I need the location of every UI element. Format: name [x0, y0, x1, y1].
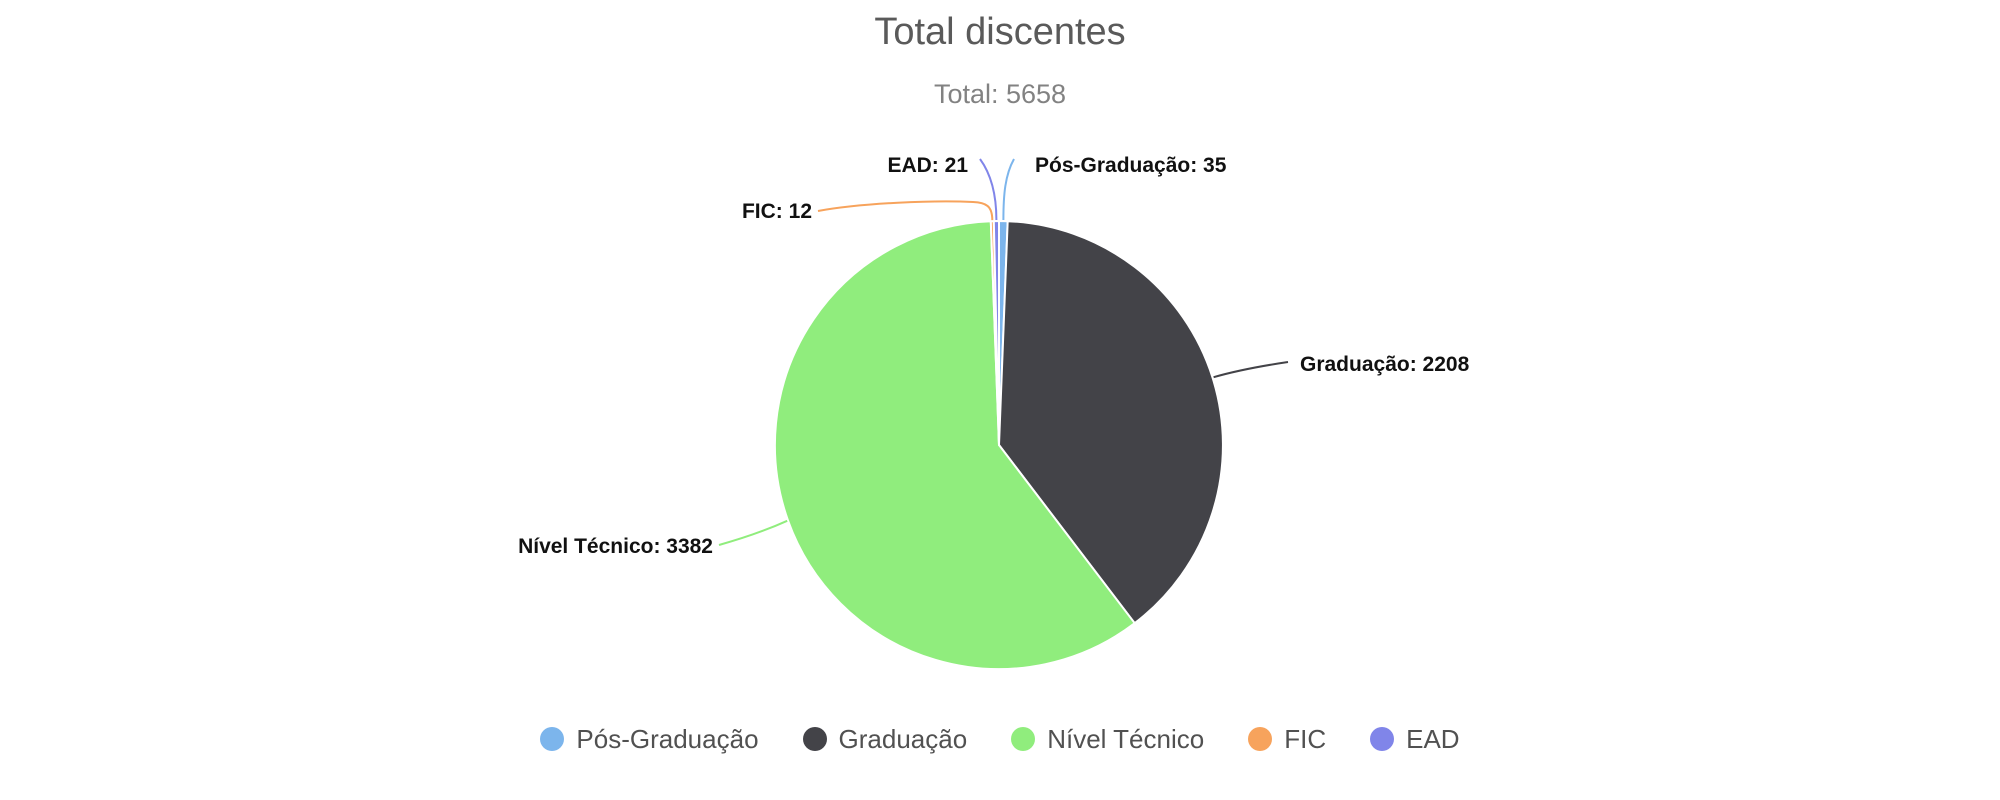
label-connector-1 — [1213, 361, 1289, 379]
data-label-4: EAD: 21 — [887, 154, 968, 177]
legend-item-1[interactable]: Graduação — [802, 723, 968, 755]
legend: Pós-Graduação Graduação Nível Técnico FIC EA… — [0, 720, 2000, 758]
data-label-3: FIC: 12 — [742, 200, 812, 223]
label-connector-3 — [817, 200, 994, 221]
chart-subtitle: Total: 5658 — [933, 79, 1067, 109]
data-label-2: Nível Técnico: 3382 — [518, 535, 713, 558]
data-label-1: Graduação: 2208 — [1300, 353, 1470, 376]
legend-marker-icon — [1370, 727, 1395, 751]
legend-item-label: Pós-Graduação — [576, 723, 759, 754]
pie-slice-1[interactable] — [998, 220, 1224, 625]
pie-slice-2[interactable] — [773, 220, 1136, 671]
legend-item-2[interactable]: Nível Técnico — [1011, 724, 1204, 755]
legend-item-label: Graduação — [838, 723, 968, 754]
label-connector-4 — [979, 158, 998, 221]
chart-title: Total discentes — [874, 11, 1126, 53]
pie-slice-4[interactable] — [992, 220, 1000, 446]
data-label-0: Pós-Graduação: 35 — [1035, 154, 1227, 177]
label-connector-2 — [718, 519, 788, 546]
legend-marker-icon — [802, 727, 827, 751]
legend-marker-icon — [540, 727, 565, 751]
legend-item-label: FIC — [1284, 723, 1327, 754]
legend-item-4[interactable]: EAD — [1370, 723, 1460, 755]
legend-marker-icon — [1248, 727, 1273, 751]
legend-item-label: EAD — [1406, 723, 1460, 754]
legend-item-0[interactable]: Pós-Graduação — [540, 723, 759, 755]
legend-item-label: Nível Técnico — [1047, 723, 1205, 754]
legend-marker-icon — [1011, 727, 1036, 751]
label-connector-0 — [1002, 158, 1015, 221]
legend-item-3[interactable]: FIC — [1248, 724, 1326, 755]
